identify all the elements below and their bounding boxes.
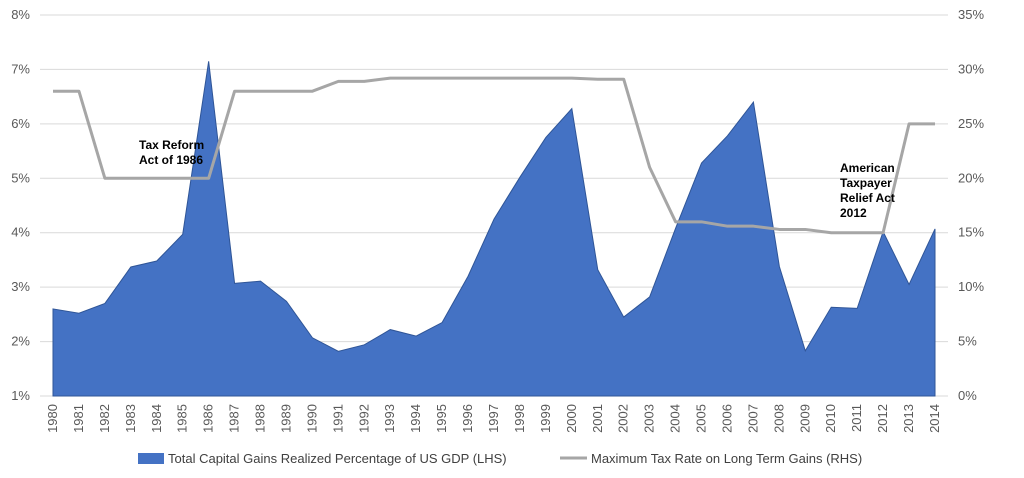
x-tick-label: 2012 [875,404,890,433]
tax-rate-line [53,76,935,235]
x-tick-label: 2005 [694,404,709,433]
left-tick-label: 8% [11,7,30,22]
tax-rate-line-layer [53,76,935,235]
annotations: Tax Reform Act of 1986 American Taxpayer Rel… [139,138,895,220]
x-tick-label: 1990 [304,404,319,433]
right-tick-label: 35% [958,7,984,22]
x-tick-label: 1995 [434,404,449,433]
x-tick-label: 1984 [149,404,164,433]
annotation-label: American Taxpayer Relief Act 2012 [840,161,895,220]
x-tick-label: 1992 [356,404,371,433]
left-tick-label: 5% [11,170,30,185]
left-tick-label: 3% [11,279,30,294]
left-tick-label: 7% [11,61,30,76]
right-tick-label: 5% [958,334,977,349]
right-tick-label: 30% [958,61,984,76]
left-tick-label: 6% [11,116,30,131]
legend-swatch-capital-gains [138,453,164,464]
right-tick-label: 0% [958,388,977,403]
x-tick-label: 1993 [382,404,397,433]
x-tick-label: 2009 [797,404,812,433]
x-tick-label: 2004 [668,404,683,433]
legend: Total Capital Gains Realized Percentage … [138,451,862,466]
legend-label-tax-rate: Maximum Tax Rate on Long Term Gains (RHS… [591,451,862,466]
legend-label-capital-gains: Total Capital Gains Realized Percentage … [168,451,507,466]
x-tick-label: 2007 [745,404,760,433]
x-tick-label: 2008 [771,404,786,433]
x-tick-label: 1999 [538,404,553,433]
left-tick-label: 1% [11,388,30,403]
x-tick-label: 2006 [719,404,734,433]
right-tick-label: 20% [958,170,984,185]
left-tick-label: 4% [11,225,30,240]
x-tick-label: 2010 [823,404,838,433]
capital-gains-area-layer [52,61,936,397]
x-tick-label: 1985 [175,404,190,433]
x-tick-label: 1980 [45,404,60,433]
x-tick-label: 1989 [278,404,293,433]
x-tick-label: 1994 [408,404,423,433]
x-axis-ticks: 1980 1981 1982 1983 1984 1985 1986 1987 1988 1989… [45,404,942,433]
x-tick-label: 2013 [901,404,916,433]
x-tick-label: 2002 [616,404,631,433]
right-tick-label: 10% [958,279,984,294]
x-tick-label: 1991 [330,404,345,433]
right-axis-ticks: 0% 5% 10% 15% 20% 25% 30% 35% [958,7,984,403]
right-tick-label: 25% [958,116,984,131]
x-tick-label: 1987 [227,404,242,433]
x-tick-label: 1986 [201,404,216,433]
x-tick-label: 2001 [590,404,605,433]
x-tick-label: 1998 [512,404,527,433]
x-tick-label: 2000 [564,404,579,433]
x-tick-label: 1996 [460,404,475,433]
x-tick-label: 1988 [253,404,268,433]
x-tick-label: 1982 [97,404,112,433]
capital-gains-area [52,61,936,397]
left-tick-label: 2% [11,334,30,349]
right-tick-label: 15% [958,225,984,240]
x-tick-label: 1981 [71,404,86,433]
x-tick-label: 2014 [927,404,942,433]
x-tick-label: 1997 [486,404,501,433]
left-axis-ticks: 1% 2% 3% 4% 5% 6% 7% 8% [11,7,30,403]
x-tick-label: 2003 [642,404,657,433]
annotation-label: Tax Reform Act of 1986 [139,138,204,167]
x-tick-label: 2011 [849,404,864,432]
x-tick-label: 1983 [123,404,138,433]
